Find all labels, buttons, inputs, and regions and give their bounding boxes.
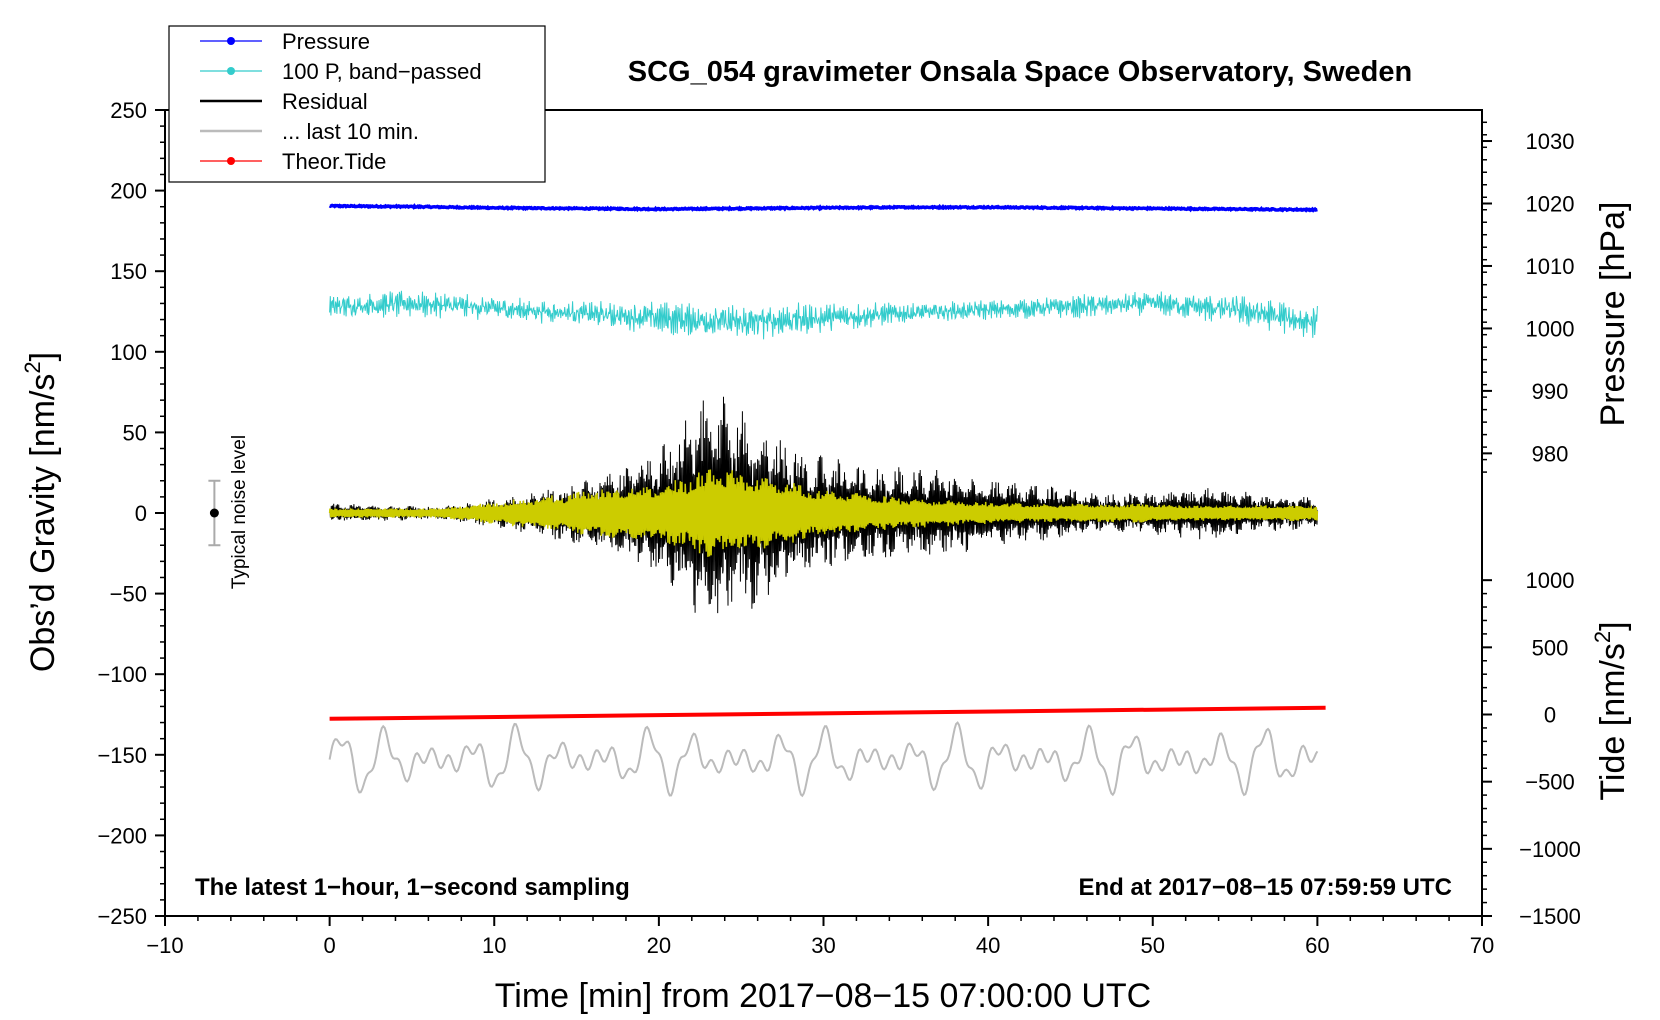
y-tick-label: 200	[110, 179, 147, 204]
legend-label-theor-tide: Theor.Tide	[282, 149, 386, 174]
tide-tick-label: 1000	[1526, 568, 1575, 593]
x-tick-label: 50	[1141, 933, 1165, 958]
noise-point	[209, 508, 219, 518]
chart-title: SCG_054 gravimeter Onsala Space Observat…	[628, 56, 1412, 88]
tide-tick-label: −1000	[1519, 837, 1581, 862]
last-10-min-line	[328, 721, 1319, 798]
pressure-line	[328, 203, 1318, 213]
legend: Pressure 100 P, band−passed Residual ...…	[168, 25, 546, 183]
noise-level-indicator	[208, 479, 221, 547]
y-tick-label: 0	[135, 501, 147, 526]
x-tick-label: 10	[482, 933, 506, 958]
legend-marker	[227, 37, 235, 45]
y-tick-label: 100	[110, 340, 147, 365]
legend-marker	[227, 157, 235, 165]
y-tick-label: −50	[110, 582, 147, 607]
y-tick-label: −200	[97, 823, 147, 848]
y-tick-label: 50	[123, 420, 147, 445]
filtered-residual-line	[328, 469, 1319, 557]
y-tick-label: 150	[110, 259, 147, 284]
y-tick-label: −150	[97, 743, 147, 768]
y-tick-label: 250	[110, 98, 147, 123]
tide-tick-label: 500	[1532, 635, 1569, 660]
y-tick-label: −100	[97, 662, 147, 687]
x-tick-label: 30	[811, 933, 835, 958]
y-axis-title-tide: Tide [nm/s2]	[1590, 621, 1632, 800]
legend-label-residual: Residual	[282, 89, 368, 114]
legend-label-last-10-min: ... last 10 min.	[282, 119, 419, 144]
pressure-tick-label: 1010	[1526, 254, 1575, 279]
annotation-end-time: End at 2017−08−15 07:59:59 UTC	[1078, 874, 1452, 901]
x-tick-label: 40	[976, 933, 1000, 958]
pressure-tick-label: 1000	[1526, 316, 1575, 341]
x-tick-label: −10	[146, 933, 183, 958]
ticks-layer: −10 0 10 20 30 40 50 60 70250200150100500−50−100…	[97, 98, 1580, 958]
pressure-tick-label: 1030	[1526, 129, 1575, 154]
y-axis-title-gravity: Obs’d Gravity [nm/s2]	[20, 352, 62, 672]
theoretical-tide-line	[329, 705, 1326, 721]
series-layer	[328, 203, 1326, 798]
x-tick-label: 0	[324, 933, 336, 958]
pressure-tick-label: 990	[1532, 379, 1569, 404]
legend-marker	[227, 67, 235, 75]
noise-level-label: Typical noise level	[229, 435, 250, 589]
y-axis-title-pressure: Pressure [hPa]	[1594, 202, 1632, 427]
pressure-tick-label: 1020	[1526, 191, 1575, 216]
tide-tick-label: −500	[1525, 770, 1575, 795]
legend-items	[200, 37, 262, 165]
annotation-latest-hour: The latest 1−hour, 1−second sampling	[195, 874, 630, 901]
band-passed-pressure-line	[329, 290, 1318, 340]
y-tick-label: −250	[97, 904, 147, 929]
x-axis-title: Time [min] from 2017−08−15 07:00:00 UTC	[495, 977, 1151, 1015]
x-tick-label: 20	[647, 933, 671, 958]
pressure-tick-label: 980	[1532, 441, 1569, 466]
tide-tick-label: 0	[1544, 703, 1556, 728]
x-tick-label: 70	[1470, 933, 1494, 958]
legend-box	[168, 25, 546, 183]
tide-tick-label: −1500	[1519, 904, 1581, 929]
legend-label-band-passed: 100 P, band−passed	[282, 59, 482, 84]
x-tick-label: 60	[1305, 933, 1329, 958]
legend-label-pressure: Pressure	[282, 29, 370, 54]
